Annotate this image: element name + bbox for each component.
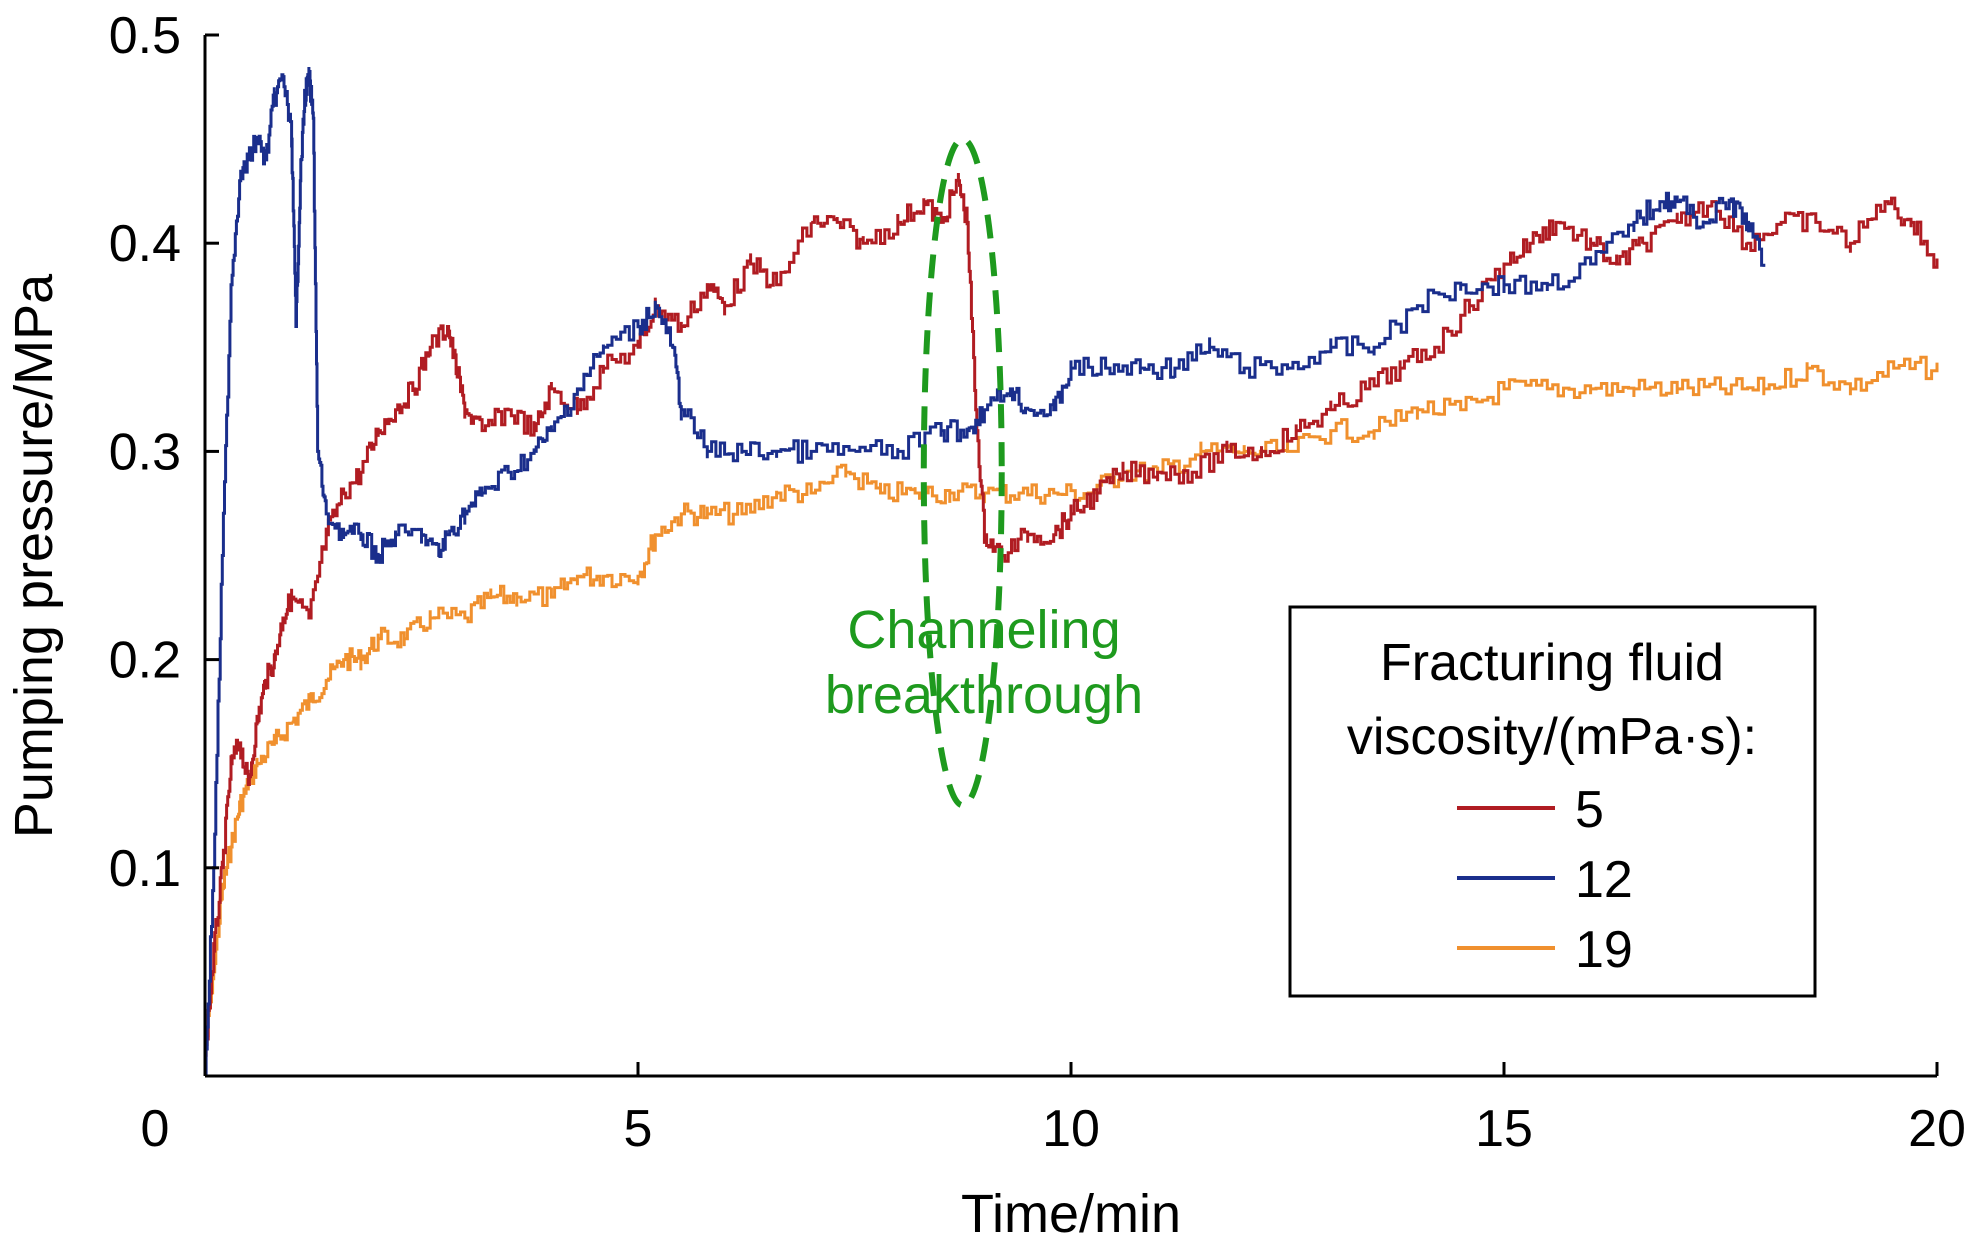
y-tick-label: 0.5 [109, 7, 181, 65]
y-axis-label: Pumping pressure/MPa [4, 273, 64, 838]
y-tick-label: 0.3 [109, 423, 181, 481]
legend-title-line-2: viscosity/(mPa·s): [1347, 708, 1757, 766]
x-tick-label: 20 [1908, 1100, 1966, 1158]
annotation-line-1: Channeling [847, 600, 1120, 660]
annotation-layer: Channeling breakthrough [825, 136, 1143, 809]
legend-label-5: 5 [1575, 781, 1604, 839]
legend-box [1288, 605, 1817, 998]
series-line-12 [204, 67, 1766, 1078]
x-tick-label: 10 [1042, 1100, 1100, 1158]
y-tick-label: 0.2 [109, 632, 181, 690]
legend: Fracturing fluid viscosity/(mPa·s): 5 12 1… [1288, 605, 1817, 998]
series-layer [204, 67, 1939, 1078]
y-tick-label: 0.1 [109, 840, 181, 898]
y-tick-label: 0.4 [109, 215, 181, 273]
legend-label-12: 12 [1575, 851, 1633, 909]
annotation-line-2: breakthrough [825, 665, 1143, 725]
legend-entries: 5 12 19 [1457, 781, 1633, 979]
legend-title-line-1: Fracturing fluid [1380, 634, 1724, 692]
channeling-ellipse [920, 136, 1005, 809]
x-tick-label: 15 [1475, 1100, 1533, 1158]
legend-label-19: 19 [1575, 921, 1633, 979]
x-tick-label-origin: 0 [141, 1100, 170, 1158]
x-axis-label: Time/min [961, 1184, 1181, 1244]
ticks-layer: 051015200.10.20.30.40.50 [109, 7, 1966, 1158]
x-tick-label: 5 [624, 1100, 653, 1158]
series-line-5 [204, 173, 1939, 1057]
series-line-19 [204, 355, 1939, 1057]
